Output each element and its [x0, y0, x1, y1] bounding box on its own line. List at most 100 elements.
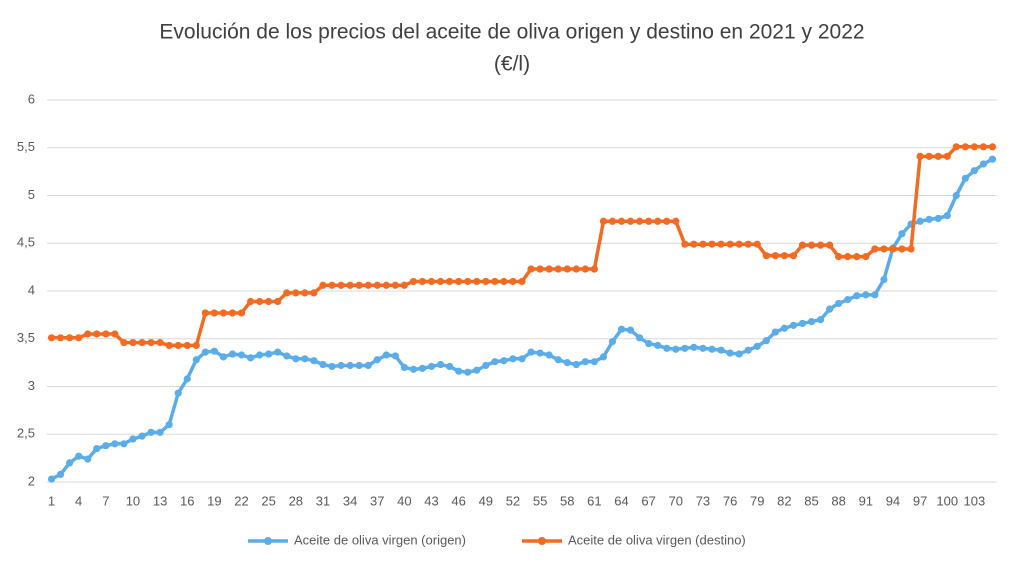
data-point [545, 351, 553, 359]
chart-subtitle: (€/l) [494, 53, 530, 76]
data-point [274, 348, 282, 356]
data-point [780, 324, 788, 332]
x-tick-label: 85 [804, 493, 818, 508]
data-point [373, 356, 381, 364]
data-point [382, 281, 390, 289]
data-point [500, 277, 508, 286]
data-point [337, 281, 345, 289]
data-point [382, 351, 390, 359]
data-point [409, 365, 418, 373]
x-tick-label: 97 [913, 493, 927, 508]
data-point [581, 265, 589, 273]
data-point [346, 361, 354, 370]
data-point [509, 277, 517, 286]
x-tick-label: 94 [886, 493, 900, 508]
data-point [409, 277, 418, 286]
data-point [988, 143, 997, 151]
data-point [780, 252, 788, 260]
legend-marker [264, 537, 272, 545]
data-point [789, 252, 798, 260]
y-tick-label: 3,5 [17, 330, 35, 345]
x-tick-label: 37 [370, 493, 384, 508]
data-point [391, 352, 399, 360]
data-point [563, 359, 571, 367]
data-point [925, 152, 933, 160]
data-point [654, 341, 662, 350]
data-point [120, 338, 128, 347]
data-point [165, 421, 173, 429]
y-tick-label: 4 [28, 282, 35, 297]
x-tick-label: 55 [533, 493, 547, 508]
data-point [853, 253, 861, 261]
x-tick-label: 58 [560, 493, 574, 508]
x-tick-label: 22 [234, 493, 248, 508]
data-point [391, 281, 399, 289]
data-point [491, 358, 499, 366]
data-point [500, 357, 508, 365]
data-point [527, 265, 535, 273]
data-point [482, 277, 490, 286]
data-point [237, 351, 246, 359]
data-point [283, 352, 291, 360]
x-tick-label: 13 [153, 493, 167, 508]
data-point [699, 240, 707, 248]
data-point [943, 211, 951, 220]
data-point [835, 299, 843, 308]
data-point [337, 361, 345, 370]
x-tick-label: 34 [343, 493, 357, 508]
data-point [636, 217, 644, 225]
data-point [744, 346, 752, 354]
data-point [708, 345, 716, 353]
y-tick-label: 3 [28, 378, 35, 393]
data-point [762, 252, 770, 260]
data-point [147, 428, 155, 436]
data-point [563, 265, 571, 273]
data-point [102, 330, 110, 338]
data-point [201, 309, 209, 317]
data-point [455, 277, 463, 286]
data-point [816, 241, 825, 249]
data-point [93, 330, 101, 338]
data-point [84, 455, 92, 463]
chart-title: Evolución de los precios del aceite de o… [159, 21, 864, 44]
x-tick-label: 25 [261, 493, 275, 508]
data-point [771, 252, 779, 260]
data-point [147, 338, 155, 347]
data-point [599, 217, 608, 225]
data-point [491, 277, 499, 286]
x-tick-label: 67 [641, 493, 655, 508]
data-point [862, 253, 870, 261]
x-tick-label: 19 [207, 493, 221, 508]
x-tick-label: 40 [397, 493, 411, 508]
data-point [672, 345, 680, 353]
data-point [75, 452, 83, 460]
data-point [771, 328, 779, 336]
data-point [988, 155, 997, 163]
data-point [436, 277, 445, 286]
y-tick-label: 6 [28, 91, 35, 106]
data-point [210, 347, 218, 355]
data-point [826, 305, 834, 313]
data-point [979, 160, 988, 168]
y-tick-label: 4,5 [17, 235, 35, 250]
data-point [690, 240, 698, 248]
x-tick-label: 73 [696, 493, 710, 508]
x-tick-label: 31 [316, 493, 330, 508]
data-point [265, 350, 273, 358]
data-point [364, 281, 372, 289]
data-point [219, 309, 228, 317]
x-tick-label: 88 [831, 493, 845, 508]
legend-label: Aceite de oliva virgen (destino) [568, 532, 746, 547]
x-tick-label: 61 [587, 493, 601, 508]
x-tick-label: 46 [451, 493, 465, 508]
data-point [898, 230, 906, 238]
data-point [464, 277, 472, 286]
data-point [798, 319, 807, 328]
data-point [156, 338, 164, 347]
y-tick-label: 5 [28, 187, 35, 202]
data-point [400, 281, 408, 289]
data-point [762, 337, 770, 345]
data-point [554, 356, 562, 364]
data-point [871, 245, 879, 253]
